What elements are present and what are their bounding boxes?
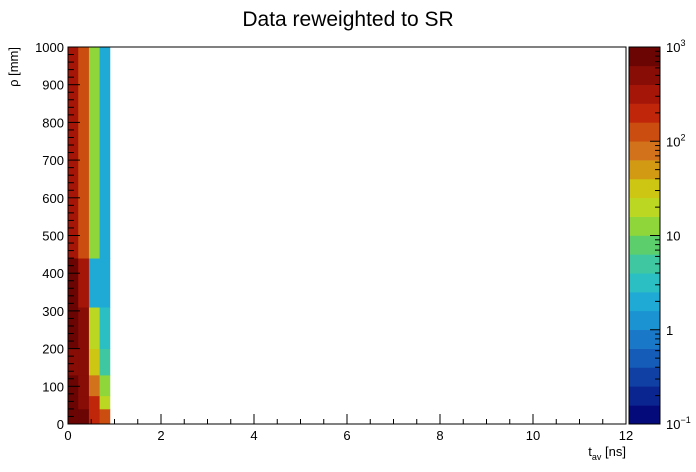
- y-tick-label: 100: [42, 379, 64, 394]
- x-tick-label: 12: [619, 428, 633, 443]
- x-axis-label-subscript: av: [592, 452, 602, 462]
- heatmap-cell: [88, 307, 101, 349]
- heatmap-cell: [88, 348, 101, 376]
- heatmap-cell: [78, 408, 90, 425]
- y-tick-label: 700: [42, 153, 64, 168]
- color-scale-label: 102: [666, 132, 685, 149]
- color-scale-step: [629, 292, 660, 312]
- x-tick-label: 6: [343, 428, 350, 443]
- y-tick-label: 1000: [35, 40, 64, 55]
- x-tick-label: 2: [157, 428, 164, 443]
- heatmap-cell: [88, 258, 101, 308]
- color-scale-step: [629, 103, 660, 123]
- heatmap-cell: [99, 395, 111, 410]
- x-axis-label-main: t: [588, 444, 592, 459]
- color-scale-step: [629, 122, 660, 142]
- color-scale-step: [629, 141, 660, 161]
- heatmap-cell: [78, 395, 90, 410]
- color-scale-step: [629, 47, 660, 67]
- y-axis-label: ρ [mm]: [6, 47, 21, 87]
- heatmap-cell: [99, 307, 111, 349]
- color-scale-step: [629, 197, 660, 217]
- heatmap-cell: [99, 258, 111, 308]
- y-tick-label: 600: [42, 191, 64, 206]
- color-scale-label: 1: [666, 323, 673, 338]
- x-axis-label: tav [ns]: [588, 444, 626, 462]
- color-scale-step: [629, 178, 660, 199]
- color-scale-label: 103: [666, 38, 685, 55]
- x-axis-label-unit: [ns]: [601, 444, 626, 459]
- heatmap-cell: [99, 374, 111, 397]
- heatmap-cell: [78, 348, 90, 376]
- color-scale-step: [629, 310, 660, 331]
- plot-frame: [67, 46, 627, 425]
- heatmap-cell: [99, 47, 111, 259]
- color-scale-step: [629, 367, 660, 387]
- y-tick-label: 400: [42, 266, 64, 281]
- heatmap-cell: [88, 47, 101, 259]
- heatmap-cell: [68, 307, 79, 349]
- y-tick-label: 900: [42, 78, 64, 93]
- y-tick-label: 0: [57, 417, 64, 432]
- color-scale-step: [629, 386, 660, 406]
- color-scale-step: [629, 216, 660, 236]
- chart-title: Data reweighted to SR: [242, 8, 453, 31]
- color-scale-step: [629, 65, 660, 85]
- heatmap-cell: [88, 395, 101, 410]
- x-tick-label: 8: [436, 428, 443, 443]
- heatmap-cell: [88, 374, 101, 397]
- heatmap-cell: [78, 258, 90, 308]
- y-tick-label: 200: [42, 342, 64, 357]
- color-scale-step: [629, 160, 660, 180]
- heatmap-cell: [78, 47, 90, 259]
- heatmap-cell: [88, 408, 101, 425]
- color-scale-step: [629, 254, 660, 274]
- x-tick-label: 10: [526, 428, 540, 443]
- color-scale-step: [629, 273, 660, 293]
- heatmap-cell: [68, 258, 79, 308]
- x-axis: 0 2 4 6 8 10 12: [64, 414, 633, 443]
- x-tick-label: 4: [250, 428, 257, 443]
- y-axis: 0 100 200 300 400 500 600 700 800 900 1000: [35, 40, 80, 432]
- color-scale-step: [629, 405, 660, 425]
- heatmap-cell: [68, 348, 79, 376]
- color-scale-step: [629, 84, 660, 104]
- heatmap-cell: [99, 348, 111, 376]
- y-tick-label: 500: [42, 229, 64, 244]
- y-tick-label: 300: [42, 304, 64, 319]
- color-scale-label: 10−1: [666, 415, 691, 432]
- heatmap-cell: [78, 374, 90, 397]
- heatmap-cell: [68, 374, 79, 397]
- color-scale-label: 10: [666, 229, 680, 244]
- heatmap-cell: [68, 395, 79, 410]
- color-scale-step: [629, 235, 660, 255]
- color-scale-bar: [629, 47, 660, 425]
- y-tick-label: 800: [42, 115, 64, 130]
- x-tick-label: 0: [64, 428, 71, 443]
- heatmap-cell: [99, 408, 111, 425]
- heatmap-cell: [78, 307, 90, 349]
- color-scale-step: [629, 348, 660, 368]
- color-scale-step: [629, 329, 660, 349]
